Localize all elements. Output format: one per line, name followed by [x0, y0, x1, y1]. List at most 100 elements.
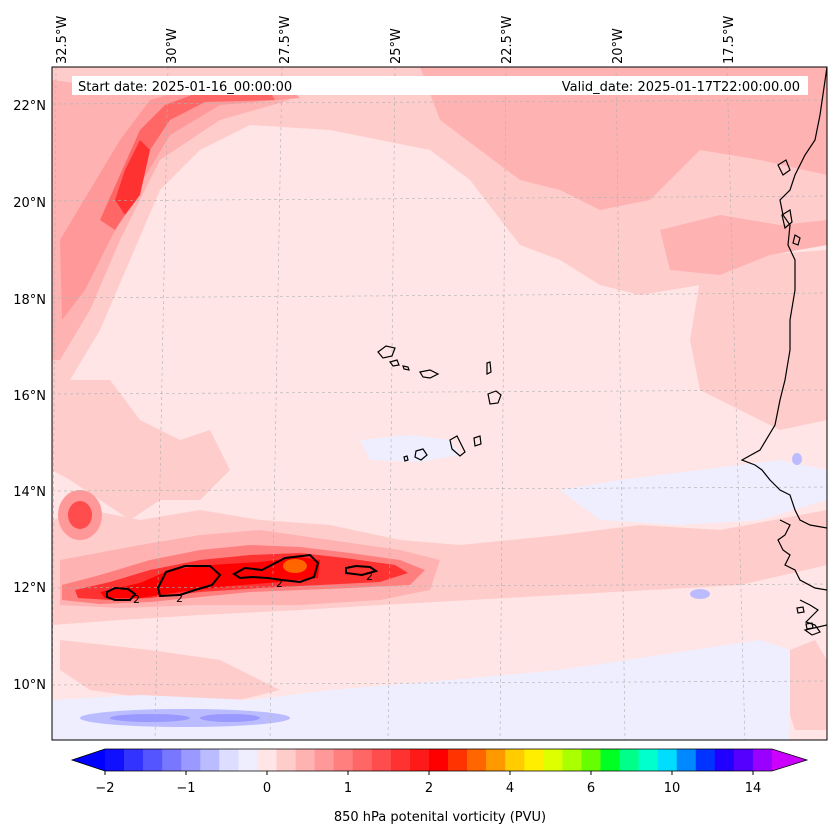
contour-labels: 2 2 2 2	[133, 570, 373, 606]
colorbar-tick-label: 1	[344, 781, 352, 796]
colorbar-tick-label: −2	[95, 781, 114, 796]
contour-2-b	[156, 565, 222, 598]
lon-label: 32.5°W	[55, 16, 70, 64]
coast-detail-2	[781, 209, 793, 230]
colorbar-cell	[276, 749, 296, 771]
colorbar-cell	[162, 749, 182, 771]
pv-streak-nw-core	[100, 92, 275, 230]
contour-label: 2	[276, 577, 283, 590]
lat-labels: 22°N 20°N 18°N 16°N 14°N 12°N 10°N	[13, 99, 46, 693]
lat-label: 22°N	[13, 99, 46, 114]
lon-label: 30°W	[165, 28, 180, 64]
pv-streak-nw-max	[115, 140, 150, 215]
pv-negative-sw-2	[110, 714, 190, 722]
colorbar-cell	[638, 749, 658, 771]
colorbar-cell	[371, 749, 392, 771]
pv-spot-west-core	[68, 501, 92, 529]
pv-negative-e-spot	[690, 589, 710, 599]
island-santa-luzia	[402, 365, 410, 371]
lon-label: 25°W	[389, 28, 404, 64]
coast-mauritania-senegal	[740, 67, 827, 529]
colorbar-cell	[524, 749, 544, 771]
colorbar-cell	[390, 749, 411, 771]
colorbar-cell	[143, 749, 163, 771]
colorbar-cell	[352, 749, 373, 771]
contour-2pvu	[106, 553, 379, 601]
coast-bijagos-2	[805, 622, 814, 630]
colorbar-cell	[467, 749, 487, 771]
colorbar-cell	[695, 749, 716, 771]
colorbar-cell	[581, 749, 601, 771]
colorbar-cell	[486, 749, 506, 771]
colorbar-cell	[181, 749, 201, 771]
lat-label: 16°N	[13, 389, 46, 404]
contour-2-a	[106, 586, 137, 601]
colorbar-tick-label: 14	[745, 781, 762, 796]
colorbar-tick-label: 0	[263, 781, 271, 796]
colorbar-cell	[314, 749, 334, 771]
colorbar-over-arrow	[772, 749, 807, 771]
pv-negative-sw-3	[200, 714, 260, 722]
colorbar-cell	[124, 749, 144, 771]
contour-label: 2	[366, 570, 373, 583]
pv-negative-east	[560, 460, 827, 525]
colorbar-tick-label: 10	[664, 781, 681, 796]
island-brava	[403, 455, 409, 462]
colorbar-cell	[200, 749, 220, 771]
lon-label: 27.5°W	[278, 16, 293, 64]
colorbar: −2 −1 0 1 2 4 6 10 14 850 hPa potenital …	[70, 748, 809, 825]
island-santiago	[449, 435, 466, 457]
colorbar-tick-label: −1	[176, 781, 195, 796]
coast-bijagos-1	[796, 606, 805, 614]
colorbar-cell	[238, 749, 258, 771]
pv-region-ne-medium	[420, 67, 827, 210]
colorbar-cell	[295, 749, 315, 771]
colorbar-cell	[733, 749, 754, 771]
island-sao-vicente	[388, 359, 400, 367]
contour-label: 2	[176, 592, 183, 605]
colorbar-cell	[543, 749, 563, 771]
colorbar-under-arrow	[72, 749, 105, 771]
pv-region-se	[785, 640, 827, 730]
island-sal	[486, 361, 492, 375]
contour-2-c	[232, 553, 320, 584]
lon-label: 20°W	[611, 28, 626, 64]
island-santo-antao	[377, 345, 396, 359]
lat-label: 14°N	[13, 485, 46, 500]
colorbar-tick-label: 4	[506, 781, 514, 796]
island-fogo	[414, 448, 428, 461]
lat-label: 18°N	[13, 293, 46, 308]
coast-senegal-inner	[777, 519, 827, 591]
lat-label: 12°N	[13, 581, 46, 596]
pv-negative-e-spot-2	[792, 453, 802, 465]
lat-label: 10°N	[13, 678, 46, 693]
colorbar-cell	[428, 749, 449, 771]
island-boa-vista	[487, 390, 502, 405]
colorbar-label: 850 hPa potenital vorticity (PVU)	[334, 810, 546, 825]
colorbar-cell	[219, 749, 239, 771]
pv-region-nw-medium	[52, 80, 290, 360]
map-frame	[51, 66, 828, 741]
island-maio	[473, 435, 482, 447]
valid-date: Valid_date: 2025-01-17T22:00:00.00	[562, 80, 800, 95]
pv-negative-mid	[360, 435, 460, 462]
colorbar-cell	[448, 749, 468, 771]
lon-labels: 32.5°W 30°W 27.5°W 25°W 22.5°W 20°W 17.5…	[55, 16, 737, 64]
colorbar-cell	[714, 749, 735, 771]
coast-detail-1	[777, 159, 791, 176]
colorbar-ticks	[104, 771, 754, 775]
colorbar-cells	[105, 749, 773, 771]
colorbar-cell	[409, 749, 430, 771]
colorbar-cell	[562, 749, 582, 771]
date-banner	[72, 76, 808, 95]
colorbar-cell	[105, 749, 125, 771]
pv-streak-nw	[60, 85, 300, 320]
colorbar-cell	[619, 749, 639, 771]
colorbar-cell	[600, 749, 620, 771]
colorbar-cell	[752, 749, 773, 771]
contour-2-d	[345, 564, 379, 577]
lon-label: 22.5°W	[500, 16, 515, 64]
colorbar-cell	[676, 749, 697, 771]
